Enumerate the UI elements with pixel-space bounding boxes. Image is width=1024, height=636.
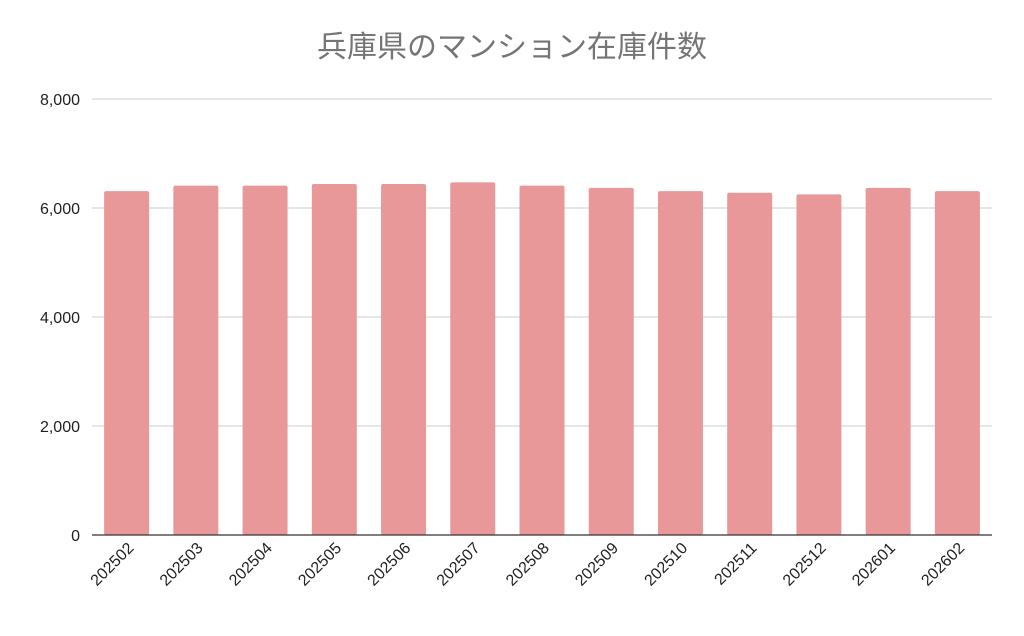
- bar: [934, 191, 980, 536]
- bar: [519, 185, 565, 535]
- chart-title: 兵庫県のマンション在庫件数: [317, 30, 707, 65]
- x-tick-label: 202602: [918, 540, 968, 590]
- bar: [450, 182, 496, 535]
- x-tick-label: 202506: [365, 540, 415, 590]
- bar: [104, 191, 150, 536]
- bar: [657, 191, 703, 536]
- bar: [727, 192, 773, 536]
- y-tick-label: 6,000: [40, 201, 80, 218]
- x-tick-label: 202508: [503, 540, 553, 590]
- x-tick-label: 202601: [849, 540, 899, 590]
- x-tick-label: 202511: [712, 540, 761, 589]
- x-tick-label: 202509: [572, 540, 622, 590]
- bar: [796, 194, 842, 535]
- x-tick-label: 202504: [226, 540, 276, 590]
- x-tick-label: 202503: [157, 540, 207, 590]
- bar: [865, 187, 911, 535]
- x-tick-label: 202507: [434, 540, 484, 590]
- y-tick-label: 4,000: [40, 310, 80, 327]
- x-tick-label: 202502: [88, 540, 138, 590]
- bar: [311, 184, 357, 535]
- bar: [588, 187, 634, 535]
- bar: [242, 185, 288, 535]
- bar: [381, 184, 427, 535]
- y-tick-label: 0: [71, 528, 80, 545]
- x-tick-label: 202510: [642, 540, 692, 590]
- y-tick-label: 2,000: [40, 419, 80, 436]
- bar: [173, 185, 219, 535]
- bars: [104, 182, 980, 536]
- x-tick-label: 202505: [295, 540, 345, 590]
- y-tick-label: 8,000: [40, 92, 80, 109]
- x-tick-label: 202512: [780, 540, 830, 590]
